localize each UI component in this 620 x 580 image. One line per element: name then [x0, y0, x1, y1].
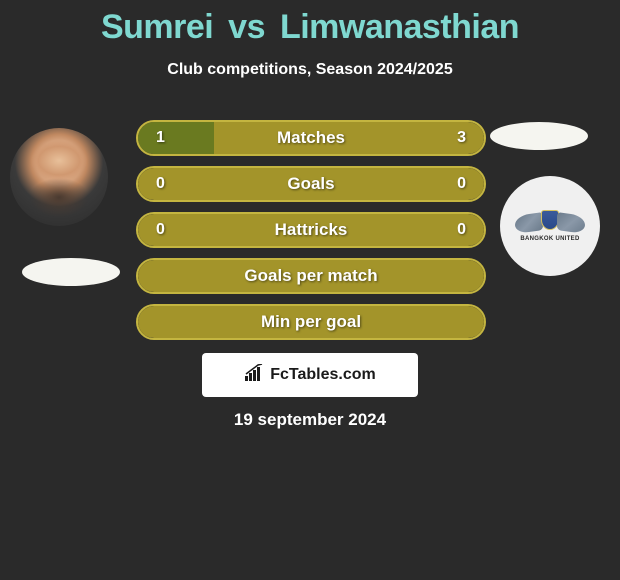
player-right-club-logo: BANGKOK UNITED [500, 176, 600, 276]
chart-icon [244, 364, 266, 387]
player-left-club-badge [22, 258, 120, 286]
player-left-avatar [10, 128, 108, 226]
player-right-name: Limwanasthian [280, 8, 519, 46]
stat-label: Hattricks [138, 220, 484, 240]
club-shield-icon [541, 210, 559, 230]
watermark: FcTables.com [202, 353, 418, 397]
stat-row: Goals per match [136, 258, 486, 294]
page-title: Sumrei vs Limwanasthian [0, 0, 620, 47]
club-logo-inner: BANGKOK UNITED [515, 210, 585, 242]
stat-row: 0Goals0 [136, 166, 486, 202]
stat-value-right: 0 [457, 221, 466, 239]
comparison-card: Sumrei vs Limwanasthian Club competition… [0, 0, 620, 445]
stat-row: Min per goal [136, 304, 486, 340]
stat-row: 0Hattricks0 [136, 212, 486, 248]
vs-connector: vs [228, 8, 265, 46]
club-name-text: BANGKOK UNITED [515, 236, 585, 242]
stat-label: Min per goal [138, 312, 484, 332]
stat-label: Goals per match [138, 266, 484, 286]
stat-value-right: 0 [457, 175, 466, 193]
date-text: 19 september 2024 [0, 410, 620, 430]
player-right-club-badge-top [490, 122, 588, 150]
stat-row: 1Matches3 [136, 120, 486, 156]
watermark-text: FcTables.com [270, 366, 376, 384]
stat-label: Matches [138, 128, 484, 148]
stats-block: 1Matches30Goals00Hattricks0Goals per mat… [136, 120, 486, 350]
subtitle: Club competitions, Season 2024/2025 [0, 61, 620, 79]
stat-label: Goals [138, 174, 484, 194]
stat-value-right: 3 [457, 129, 466, 147]
player-left-name: Sumrei [101, 8, 213, 46]
club-wings-icon [515, 210, 585, 234]
